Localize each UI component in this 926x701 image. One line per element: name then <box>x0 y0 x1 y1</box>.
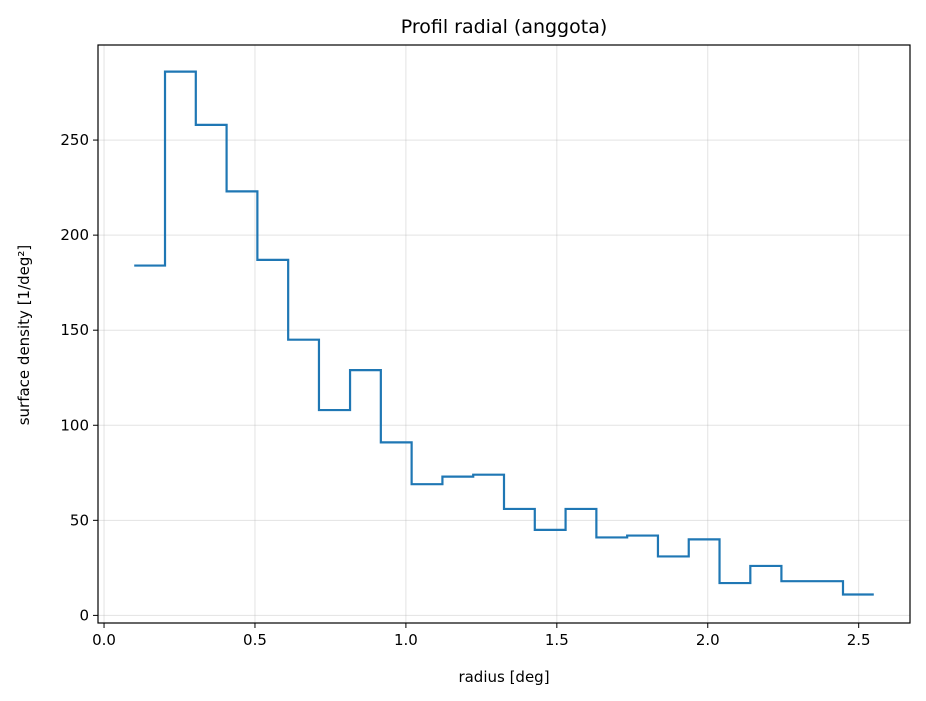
series-layer <box>134 70 874 596</box>
y-tick-label: 100 <box>60 416 89 434</box>
plot-frame <box>97 44 911 624</box>
x-tick-label: 1.5 <box>545 631 569 649</box>
x-tick-label: 0.0 <box>92 631 116 649</box>
y-tick-label: 250 <box>60 131 89 149</box>
x-axis: 0.0 0.5 1.0 1.5 2.0 2.5 <box>92 623 871 649</box>
y-axis-label: surface density [1/deg²] <box>15 245 33 426</box>
grid <box>98 45 910 623</box>
y-tick-label: 150 <box>60 321 89 339</box>
series-line <box>134 70 874 596</box>
y-axis: 0 50 100 150 200 250 <box>60 131 98 624</box>
y-tick-label: 200 <box>60 226 89 244</box>
x-tick-label: 1.0 <box>394 631 418 649</box>
x-tick-label: 2.0 <box>696 631 720 649</box>
x-tick-label: 0.5 <box>243 631 267 649</box>
x-tick-label: 2.5 <box>847 631 871 649</box>
y-tick-label: 50 <box>70 511 89 529</box>
y-tick-label: 0 <box>79 606 89 624</box>
x-axis-label: radius [deg] <box>458 668 549 686</box>
chart-title: Profil radial (anggota) <box>401 16 608 38</box>
